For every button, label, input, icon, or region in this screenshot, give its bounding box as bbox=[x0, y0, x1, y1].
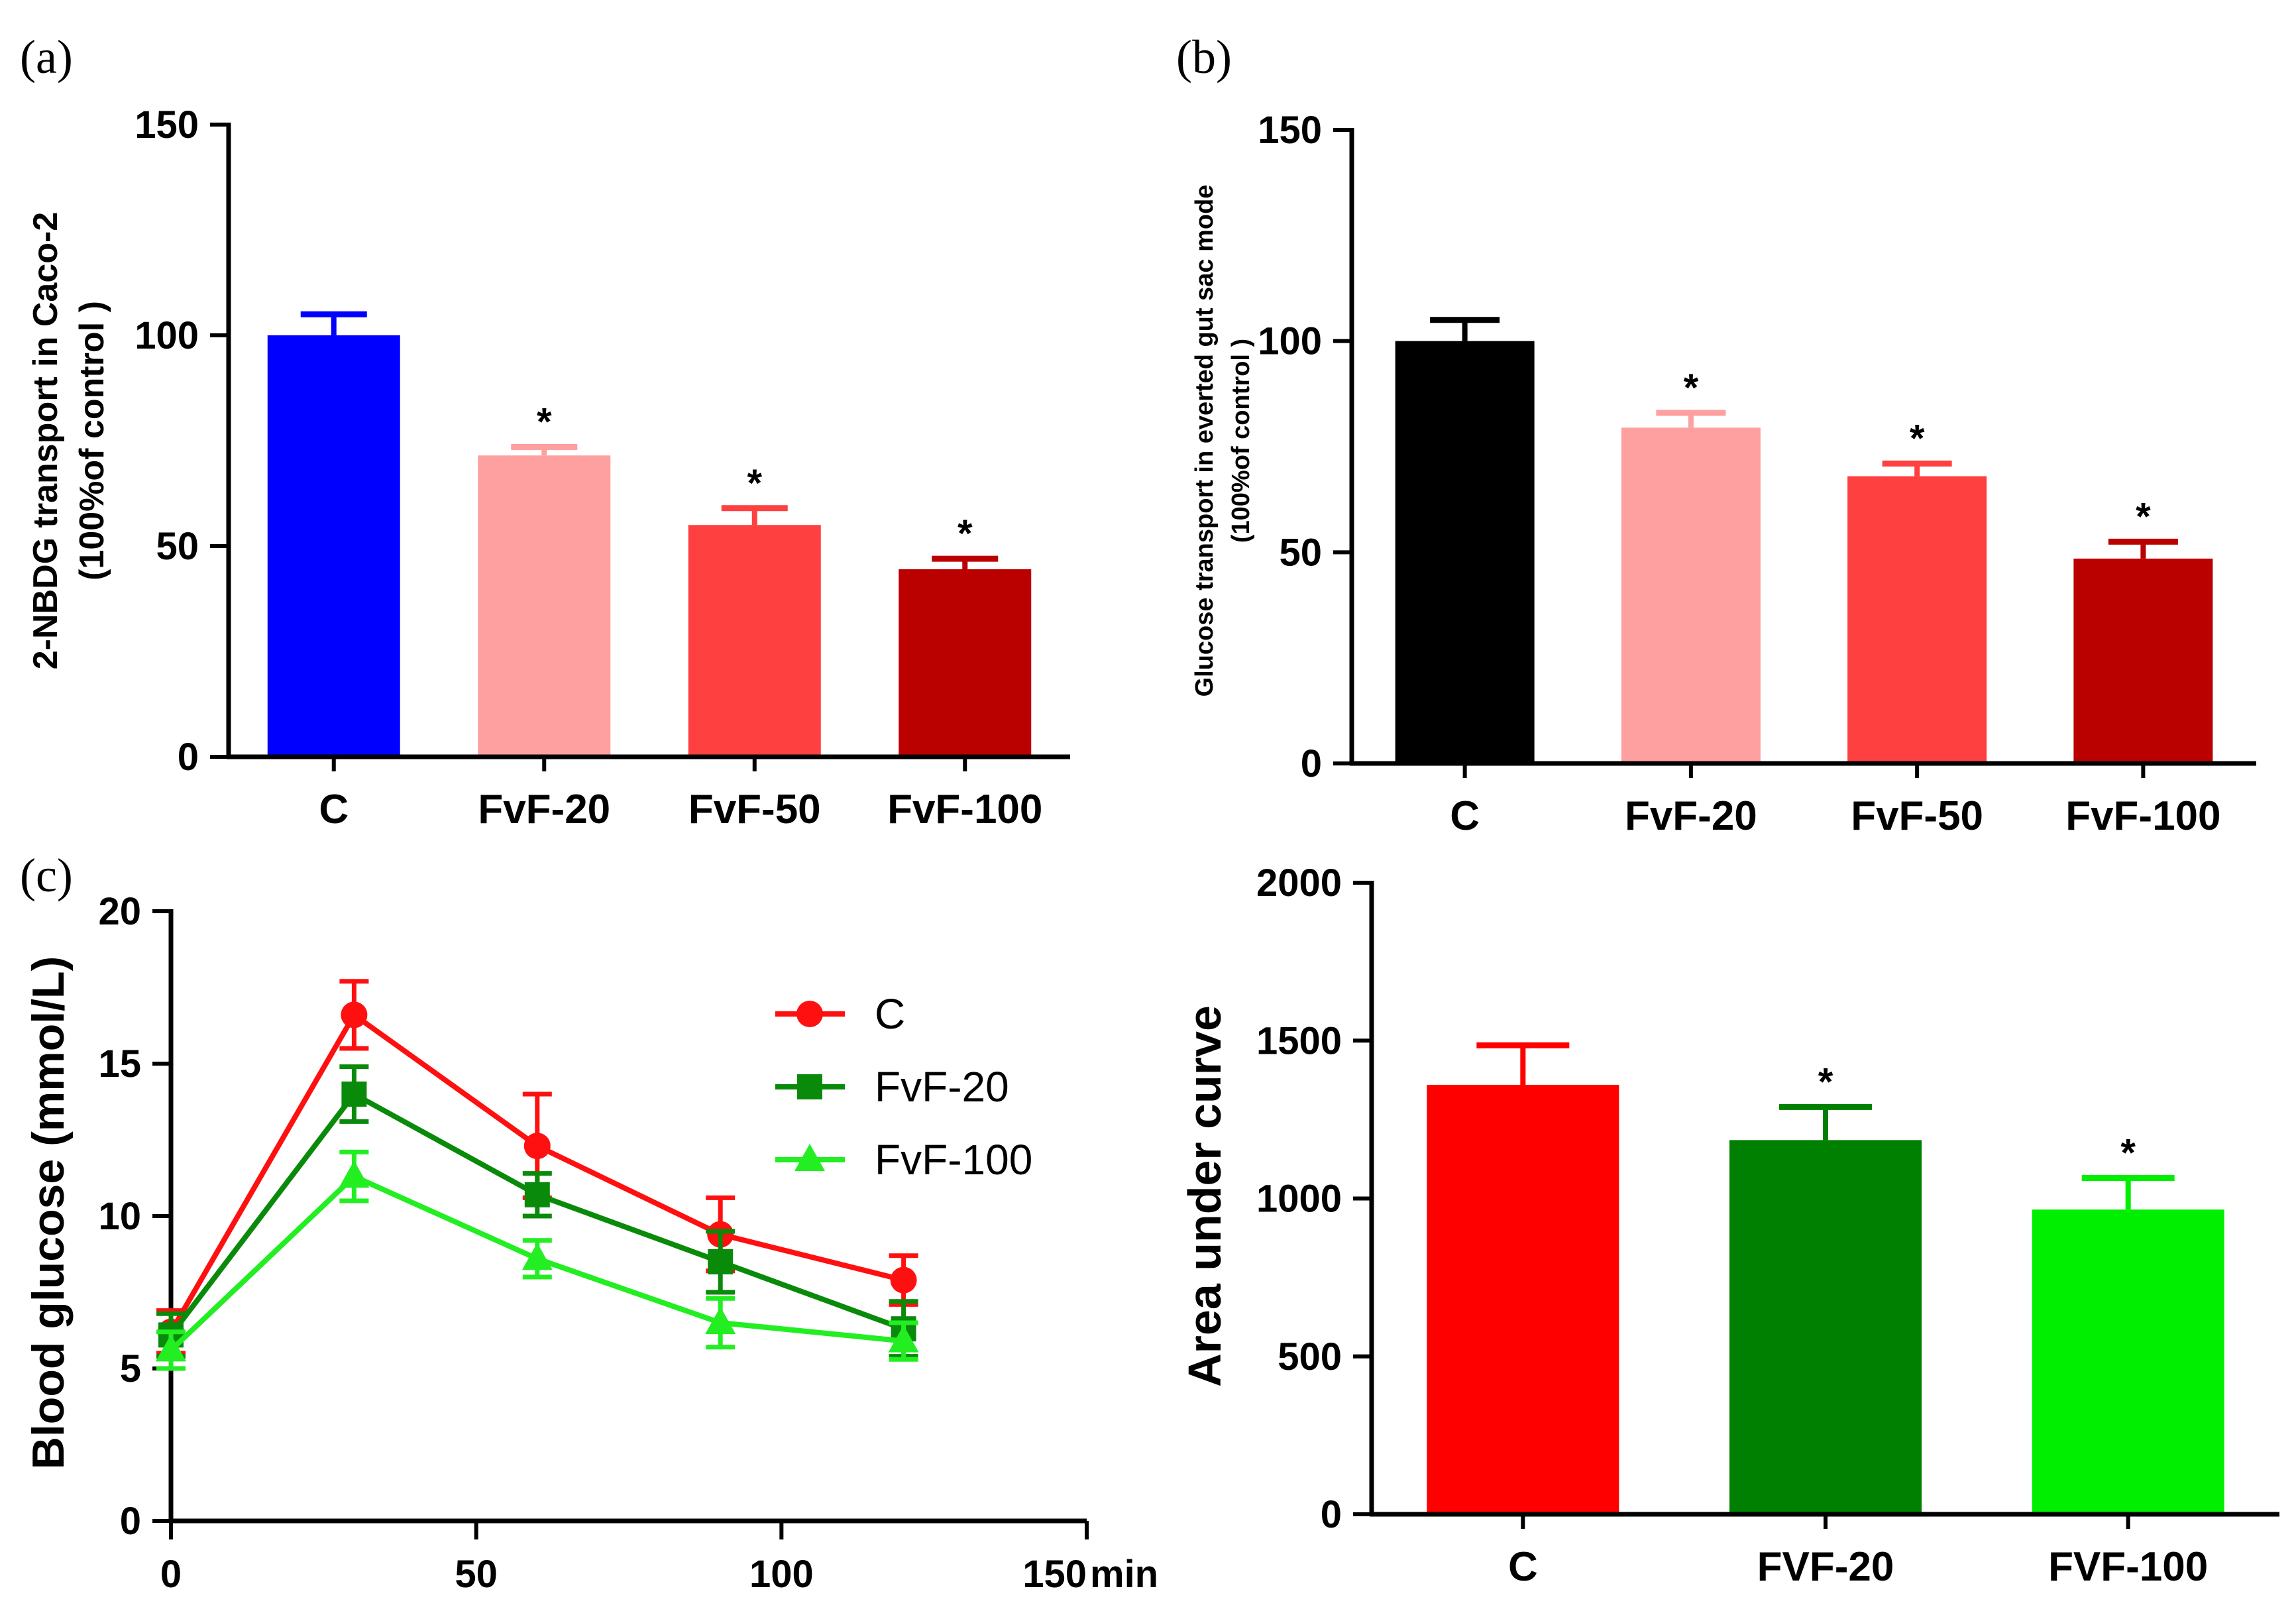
y-axis-title-line1: Glucose transport in everted gut sac mod… bbox=[1191, 185, 1219, 697]
data-point bbox=[523, 1133, 551, 1160]
data-point bbox=[339, 1160, 370, 1188]
legend-label: FvF-100 bbox=[875, 1136, 1032, 1184]
data-point bbox=[888, 1325, 919, 1353]
chart-a-2nbdg-transport: C * FvF-20 * FvF-50 * FvF-100 0 50 100 150 2-NBDG t… bbox=[27, 103, 1070, 832]
x-tick-label: FvF-50 bbox=[1851, 793, 1983, 839]
y-tick-label: 100 bbox=[1258, 320, 1322, 363]
series-fvf-100 bbox=[156, 1149, 919, 1371]
chart-b-glucose-transport: C * FvF-20 * FvF-50 * FvF-100 0 50 100 150 Glucose … bbox=[1191, 109, 2256, 839]
legend: C FvF-20 FvF-100 bbox=[775, 990, 1032, 1184]
x-tick-label: FvF-50 bbox=[688, 787, 821, 832]
y-tick-label: 5 bbox=[120, 1347, 141, 1390]
y-tick-label: 0 bbox=[178, 736, 199, 779]
y-tick-label: 150 bbox=[135, 103, 199, 146]
bar-fvf-20 bbox=[1621, 427, 1761, 763]
y-tick-label: 20 bbox=[98, 890, 141, 933]
bar-c bbox=[1395, 341, 1535, 763]
bar-fvf-50 bbox=[1847, 476, 1987, 763]
bar-fvf-20 bbox=[478, 455, 611, 757]
y-tick-label: 0 bbox=[1301, 742, 1322, 785]
y-tick-label: 1500 bbox=[1256, 1019, 1342, 1062]
x-axis-unit-label: min bbox=[1090, 1553, 1158, 1596]
data-point bbox=[521, 1243, 553, 1270]
bar-fvf-100 bbox=[899, 569, 1032, 757]
bar-c bbox=[267, 335, 400, 757]
legend-label: C bbox=[875, 990, 905, 1038]
bar-fvf-100 bbox=[2073, 558, 2213, 763]
y-tick-label: 2000 bbox=[1256, 862, 1342, 905]
bar-fvf-100 bbox=[2032, 1209, 2224, 1514]
data-point bbox=[156, 1334, 186, 1362]
bar-fvf-50 bbox=[688, 525, 821, 757]
legend-marker bbox=[796, 1001, 823, 1027]
y-axis-title: Blood glucose (mmol/L) bbox=[23, 956, 74, 1469]
bar-fvf-20 bbox=[1729, 1140, 1922, 1514]
y-tick-label: 0 bbox=[120, 1500, 141, 1543]
y-tick-label: 500 bbox=[1278, 1335, 1342, 1378]
data-point bbox=[708, 1249, 734, 1274]
significance-star: * bbox=[537, 401, 552, 444]
x-tick-label: FvF-100 bbox=[2065, 793, 2220, 839]
legend-marker bbox=[797, 1074, 822, 1099]
x-tick-label: C bbox=[1450, 793, 1480, 839]
x-tick-label: 100 bbox=[749, 1553, 814, 1596]
significance-star: * bbox=[957, 512, 973, 555]
significance-star: * bbox=[2120, 1132, 2136, 1175]
data-point bbox=[890, 1266, 917, 1294]
y-axis-title: Area under curve bbox=[1179, 1005, 1230, 1387]
data-point bbox=[705, 1307, 736, 1334]
data-point bbox=[524, 1182, 550, 1207]
y-tick-label: 50 bbox=[156, 525, 199, 568]
significance-star: * bbox=[747, 462, 762, 505]
x-tick-label: 150 bbox=[1022, 1553, 1087, 1596]
legend-label: FvF-20 bbox=[875, 1063, 1009, 1111]
data-point bbox=[341, 1001, 368, 1029]
x-tick-label: FVF-20 bbox=[1757, 1544, 1894, 1590]
x-tick-label: FVF-100 bbox=[2048, 1544, 2208, 1590]
x-tick-label: C bbox=[1508, 1544, 1538, 1590]
data-point bbox=[341, 1082, 367, 1107]
significance-star: * bbox=[1910, 417, 1925, 460]
y-tick-label: 50 bbox=[1279, 531, 1322, 574]
panel-a-label: (a) bbox=[20, 30, 73, 84]
y-tick-label: 15 bbox=[98, 1042, 141, 1086]
x-tick-label: 0 bbox=[160, 1553, 182, 1596]
x-tick-label: 50 bbox=[455, 1553, 498, 1596]
y-tick-label: 1000 bbox=[1256, 1178, 1342, 1221]
significance-star: * bbox=[2136, 495, 2151, 538]
x-tick-label: FvF-20 bbox=[478, 787, 610, 832]
y-tick-label: 100 bbox=[135, 314, 199, 357]
y-axis-title-line2: (100%of control ) bbox=[73, 301, 111, 581]
y-tick-label: 10 bbox=[98, 1195, 141, 1238]
y-tick-label: 150 bbox=[1258, 109, 1322, 152]
x-tick-label: C bbox=[319, 787, 349, 832]
significance-star: * bbox=[1684, 366, 1699, 410]
y-axis-title-line2: (100%of control ) bbox=[1227, 339, 1255, 543]
chart-c-blood-glucose: 0 5 10 15 20 0 50 100 150 min Blood glucose (mmol/… bbox=[23, 890, 1158, 1596]
panel-b-label: (b) bbox=[1176, 30, 1232, 84]
significance-star: * bbox=[1818, 1060, 1833, 1103]
y-axis-title-line1: 2-NBDG transport in Caco-2 bbox=[27, 212, 65, 670]
legend-marker bbox=[794, 1144, 825, 1171]
x-tick-label: FvF-20 bbox=[1625, 793, 1757, 839]
bar-c bbox=[1427, 1084, 1619, 1514]
panel-c-label: (c) bbox=[20, 849, 73, 902]
y-tick-label: 0 bbox=[1321, 1493, 1342, 1536]
chart-d-area-under-curve: C * FVF-20 * FVF-100 0 500 1000 1500 2000 Area und… bbox=[1179, 862, 2279, 1590]
x-tick-label: FvF-100 bbox=[887, 787, 1042, 832]
